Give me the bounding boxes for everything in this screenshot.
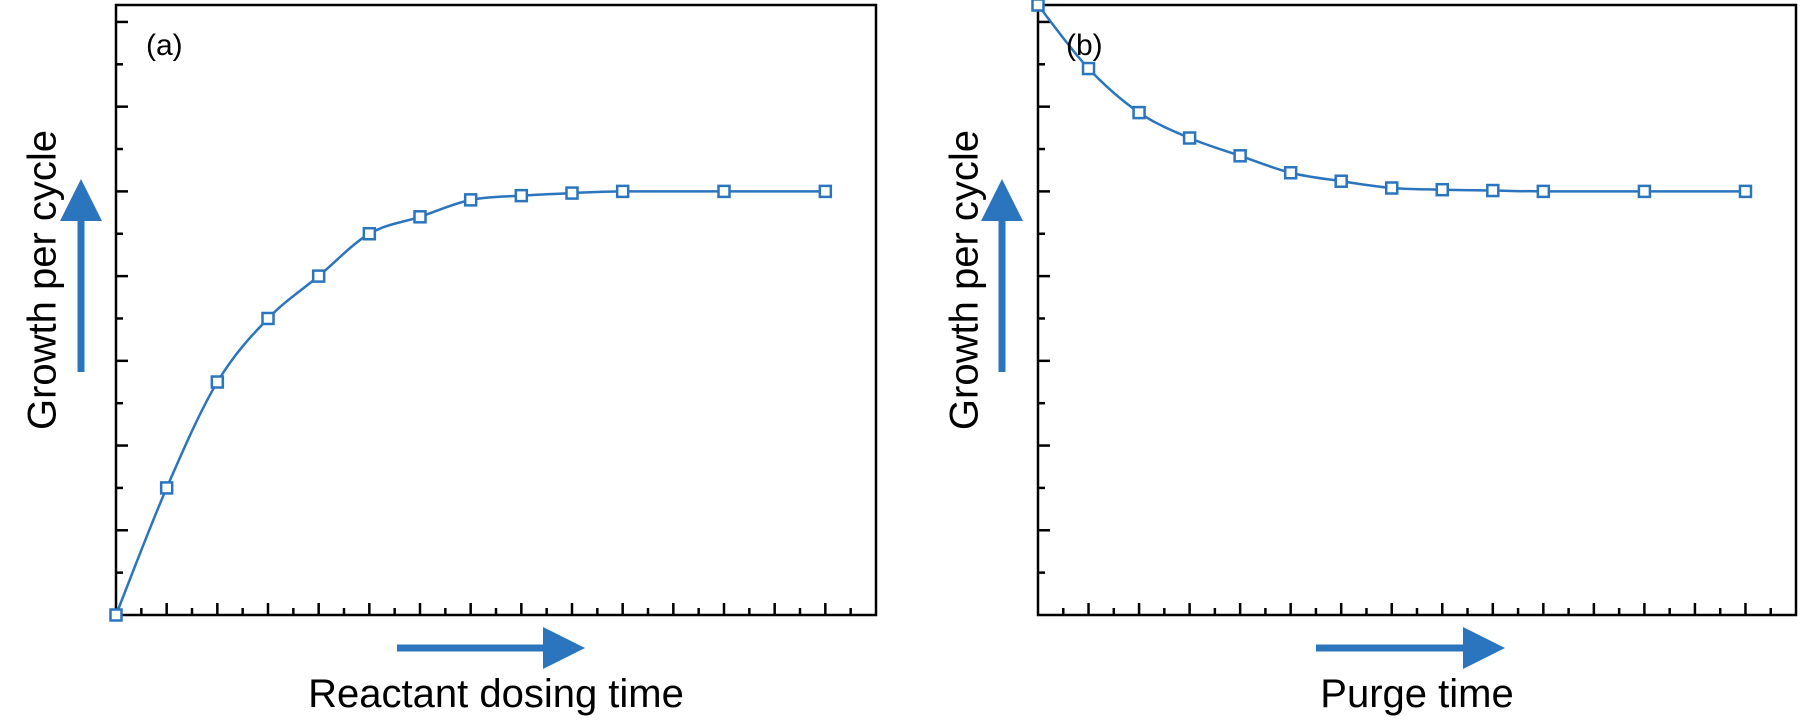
data-series	[1031, 0, 1753, 199]
panel-a: (a) Reactant dosing time Growth per cycl…	[21, 3, 878, 716]
data-point	[362, 227, 377, 241]
data-point	[413, 210, 427, 224]
panel-label: (a)	[146, 29, 183, 62]
axis-ticks	[116, 20, 852, 615]
axis-ticks	[1038, 20, 1772, 615]
data-point	[514, 188, 529, 203]
data-point	[565, 186, 579, 200]
data-point	[109, 608, 123, 622]
data-point	[1132, 105, 1146, 120]
data-point	[615, 184, 630, 199]
series-line	[1037, 4, 1746, 193]
data-point	[1233, 149, 1247, 163]
data-point	[1182, 131, 1197, 145]
data-point	[1334, 174, 1348, 188]
series-line	[114, 190, 826, 616]
data-series	[109, 184, 833, 622]
data-point	[261, 311, 275, 326]
data-point	[210, 375, 225, 389]
data-point	[818, 184, 833, 199]
data-point	[159, 481, 174, 495]
data-point	[1486, 183, 1500, 198]
data-point	[1081, 61, 1096, 76]
panel-label: (b)	[1066, 29, 1103, 62]
y-axis-title: Growth per cycle	[943, 130, 987, 430]
data-point	[463, 193, 478, 207]
x-axis-title: Purge time	[1320, 672, 1513, 716]
panel-b: (b) Purge time Growth per cycle	[943, 0, 1798, 716]
y-axis-title: Growth per cycle	[21, 130, 65, 430]
data-point	[311, 269, 326, 283]
data-point	[1283, 166, 1298, 180]
data-point	[717, 184, 731, 199]
data-point	[1637, 184, 1652, 199]
data-point	[1031, 0, 1045, 12]
data-point	[1435, 182, 1450, 197]
plot-frame	[114, 3, 878, 617]
plot-frame	[1036, 3, 1798, 617]
data-point	[1738, 184, 1753, 199]
x-axis-title: Reactant dosing time	[308, 672, 684, 716]
data-point	[1384, 181, 1399, 195]
data-point	[1536, 184, 1551, 199]
